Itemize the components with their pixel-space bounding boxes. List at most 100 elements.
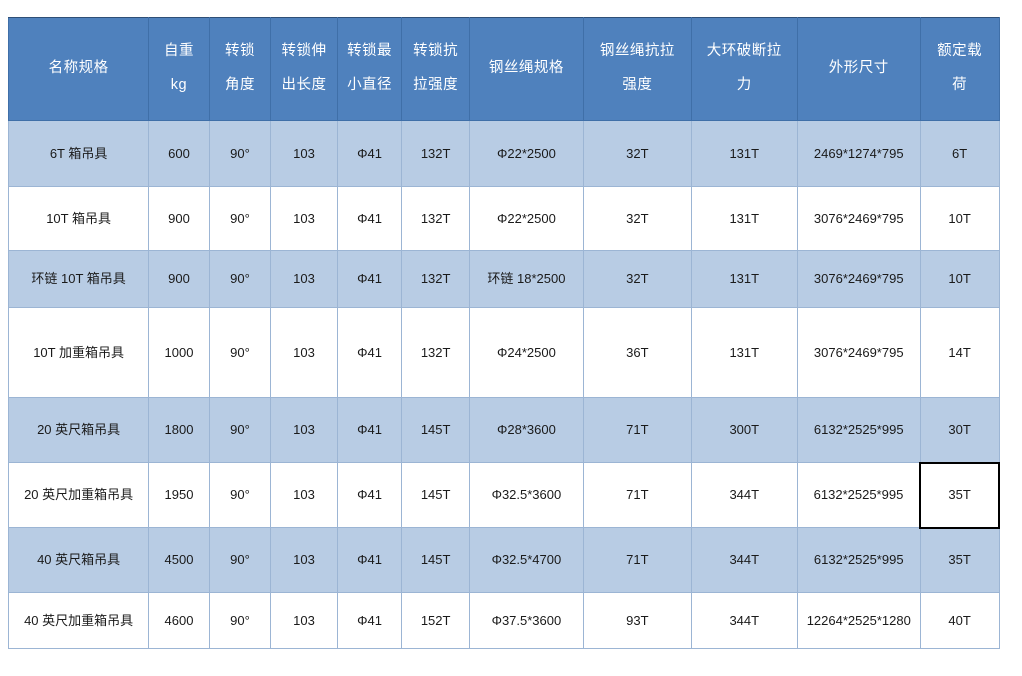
cell-rope-tensile-strength[interactable]: 36T — [582, 307, 692, 398]
cell-twist-tensile-strength[interactable]: 132T — [401, 307, 470, 398]
cell-rated-load[interactable]: 14T — [919, 307, 1000, 398]
cell-twist-min-diameter[interactable]: Φ41 — [336, 462, 403, 528]
cell-rope-spec[interactable]: Φ24*2500 — [468, 307, 584, 398]
cell-rope-spec[interactable]: Φ22*2500 — [468, 186, 584, 251]
cell-ring-breaking-force[interactable]: 131T — [690, 307, 798, 398]
cell-rope-tensile-strength[interactable]: 71T — [582, 397, 692, 463]
cell-rope-spec[interactable]: 环链 18*2500 — [468, 250, 584, 308]
cell-name[interactable]: 10T 加重箱吊具 — [7, 307, 150, 398]
cell-twist-angle[interactable]: 90° — [208, 186, 272, 251]
column-header-ring-breaking-force[interactable]: 大环破断拉 力 — [690, 17, 798, 121]
cell-weight[interactable]: 4500 — [148, 527, 210, 593]
cell-ring-breaking-force[interactable]: 344T — [690, 527, 798, 593]
cell-twist-extension[interactable]: 103 — [270, 527, 338, 593]
cell-twist-tensile-strength[interactable]: 145T — [401, 527, 470, 593]
cell-twist-min-diameter[interactable]: Φ41 — [336, 527, 403, 593]
cell-weight[interactable]: 1800 — [148, 397, 210, 463]
cell-dimensions[interactable]: 6132*2525*995 — [796, 527, 921, 593]
column-header-rope-spec[interactable]: 钢丝绳规格 — [468, 17, 584, 121]
column-header-twist-angle[interactable]: 转锁 角度 — [208, 17, 272, 121]
cell-twist-angle[interactable]: 90° — [208, 592, 272, 649]
cell-twist-extension[interactable]: 103 — [270, 307, 338, 398]
table-row[interactable]: 10T 加重箱吊具 1000 90° 103 Φ41 132T Φ24*2500… — [7, 307, 1000, 398]
column-header-twist-extension[interactable]: 转锁伸 出长度 — [270, 17, 338, 121]
cell-rated-load[interactable]: 10T — [919, 186, 1000, 251]
cell-twist-angle[interactable]: 90° — [208, 120, 272, 187]
cell-twist-min-diameter[interactable]: Φ41 — [336, 397, 403, 463]
cell-rated-load[interactable]: 30T — [919, 397, 1000, 463]
cell-twist-extension[interactable]: 103 — [270, 250, 338, 308]
cell-rated-load[interactable]: 40T — [919, 592, 1000, 649]
cell-twist-tensile-strength[interactable]: 152T — [401, 592, 470, 649]
cell-rated-load[interactable]: 6T — [919, 120, 1000, 187]
cell-dimensions[interactable]: 6132*2525*995 — [796, 397, 921, 463]
cell-rated-load[interactable]: 35T — [919, 527, 1000, 593]
cell-twist-min-diameter[interactable]: Φ41 — [336, 592, 403, 649]
cell-ring-breaking-force[interactable]: 344T — [690, 592, 798, 649]
cell-rope-tensile-strength[interactable]: 32T — [582, 250, 692, 308]
table-row[interactable]: 6T 箱吊具 600 90° 103 Φ41 132T Φ22*2500 32T… — [7, 120, 1000, 187]
cell-twist-min-diameter[interactable]: Φ41 — [336, 250, 403, 308]
cell-name[interactable]: 10T 箱吊具 — [7, 186, 150, 251]
cell-rated-load[interactable]: 10T — [919, 250, 1000, 308]
cell-ring-breaking-force[interactable]: 131T — [690, 250, 798, 308]
cell-twist-angle[interactable]: 90° — [208, 250, 272, 308]
cell-twist-min-diameter[interactable]: Φ41 — [336, 120, 403, 187]
cell-twist-tensile-strength[interactable]: 145T — [401, 462, 470, 528]
cell-name[interactable]: 环链 10T 箱吊具 — [7, 250, 150, 308]
cell-dimensions[interactable]: 12264*2525*1280 — [796, 592, 921, 649]
cell-rope-spec[interactable]: Φ32.5*3600 — [468, 462, 584, 528]
cell-name[interactable]: 40 英尺加重箱吊具 — [7, 592, 150, 649]
table-row[interactable]: 20 英尺加重箱吊具 1950 90° 103 Φ41 145T Φ32.5*3… — [7, 461, 1000, 529]
cell-ring-breaking-force[interactable]: 131T — [690, 120, 798, 187]
cell-twist-tensile-strength[interactable]: 145T — [401, 397, 470, 463]
cell-twist-extension[interactable]: 103 — [270, 397, 338, 463]
cell-dimensions[interactable]: 3076*2469*795 — [796, 250, 921, 308]
column-header-name[interactable]: 名称规格 — [7, 17, 150, 121]
table-row[interactable]: 环链 10T 箱吊具 900 90° 103 Φ41 132T 环链 18*25… — [7, 250, 1000, 308]
cell-twist-angle[interactable]: 90° — [208, 527, 272, 593]
column-header-weight[interactable]: 自重 kg — [148, 17, 210, 121]
column-header-rope-tensile-strength[interactable]: 钢丝绳抗拉 强度 — [582, 17, 692, 121]
cell-name[interactable]: 20 英尺加重箱吊具 — [7, 462, 150, 528]
cell-weight[interactable]: 600 — [148, 120, 210, 187]
cell-weight[interactable]: 1000 — [148, 307, 210, 398]
cell-name[interactable]: 6T 箱吊具 — [7, 120, 150, 187]
cell-rope-tensile-strength[interactable]: 32T — [582, 186, 692, 251]
cell-ring-breaking-force[interactable]: 131T — [690, 186, 798, 251]
cell-twist-angle[interactable]: 90° — [208, 462, 272, 528]
cell-twist-tensile-strength[interactable]: 132T — [401, 120, 470, 187]
cell-dimensions[interactable]: 3076*2469*795 — [796, 186, 921, 251]
cell-rated-load-selected[interactable]: 35T — [919, 461, 1000, 529]
cell-rope-spec[interactable]: Φ28*3600 — [468, 397, 584, 463]
table-row[interactable]: 40 英尺加重箱吊具 4600 90° 103 Φ41 152T Φ37.5*3… — [7, 592, 1000, 649]
column-header-dimensions[interactable]: 外形尺寸 — [796, 17, 921, 121]
cell-twist-extension[interactable]: 103 — [270, 186, 338, 251]
cell-rope-tensile-strength[interactable]: 71T — [582, 527, 692, 593]
cell-rope-spec[interactable]: Φ22*2500 — [468, 120, 584, 187]
cell-twist-extension[interactable]: 103 — [270, 462, 338, 528]
cell-twist-tensile-strength[interactable]: 132T — [401, 186, 470, 251]
cell-weight[interactable]: 900 — [148, 186, 210, 251]
table-row[interactable]: 20 英尺箱吊具 1800 90° 103 Φ41 145T Φ28*3600 … — [7, 397, 1000, 463]
cell-rope-spec[interactable]: Φ32.5*4700 — [468, 527, 584, 593]
cell-twist-extension[interactable]: 103 — [270, 120, 338, 187]
column-header-twist-tensile-strength[interactable]: 转锁抗 拉强度 — [401, 17, 470, 121]
cell-ring-breaking-force[interactable]: 344T — [690, 462, 798, 528]
cell-twist-angle[interactable]: 90° — [208, 307, 272, 398]
cell-weight[interactable]: 1950 — [148, 462, 210, 528]
table-row[interactable]: 40 英尺箱吊具 4500 90° 103 Φ41 145T Φ32.5*470… — [7, 527, 1000, 593]
cell-twist-min-diameter[interactable]: Φ41 — [336, 307, 403, 398]
cell-twist-extension[interactable]: 103 — [270, 592, 338, 649]
cell-twist-tensile-strength[interactable]: 132T — [401, 250, 470, 308]
cell-twist-min-diameter[interactable]: Φ41 — [336, 186, 403, 251]
cell-weight[interactable]: 4600 — [148, 592, 210, 649]
cell-rope-spec[interactable]: Φ37.5*3600 — [468, 592, 584, 649]
cell-dimensions[interactable]: 6132*2525*995 — [796, 462, 921, 528]
cell-weight[interactable]: 900 — [148, 250, 210, 308]
cell-name[interactable]: 20 英尺箱吊具 — [7, 397, 150, 463]
container-spreader-spec-table[interactable]: 名称规格 自重 kg 转锁 角度 转锁伸 出长度 转锁最 小直径 — [7, 17, 1000, 649]
cell-rope-tensile-strength[interactable]: 71T — [582, 462, 692, 528]
cell-ring-breaking-force[interactable]: 300T — [690, 397, 798, 463]
column-header-rated-load[interactable]: 额定载 荷 — [919, 17, 1000, 121]
